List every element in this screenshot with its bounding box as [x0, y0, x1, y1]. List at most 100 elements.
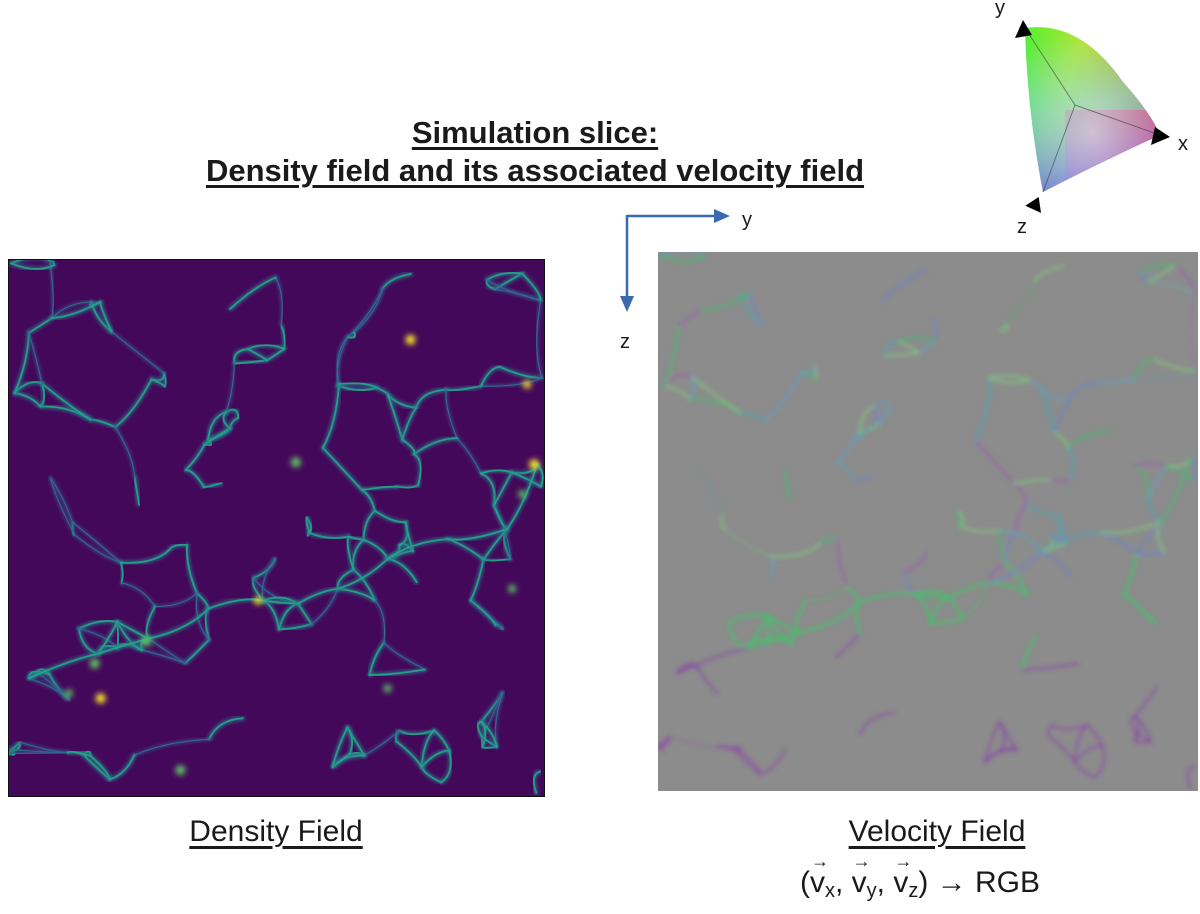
velocity-streak — [1047, 734, 1076, 764]
velocity-streak — [1189, 456, 1198, 482]
filament — [114, 426, 136, 478]
velocity-streak — [676, 646, 750, 675]
filament — [208, 717, 244, 741]
velocity-streak — [731, 747, 761, 776]
velocity-streak — [697, 667, 720, 695]
velocity-streak — [913, 590, 951, 599]
title-line-1: Simulation slice: — [411, 115, 659, 150]
filament — [154, 592, 198, 608]
y-axis-arrow-icon — [714, 209, 730, 223]
velocity-streak — [959, 524, 1002, 533]
filament — [185, 544, 198, 595]
filament — [71, 521, 122, 564]
velocity-streak — [1014, 531, 1042, 554]
velocity-streak — [1012, 478, 1051, 485]
velocity-streak — [1122, 551, 1139, 596]
velocity-streak — [956, 509, 963, 527]
filament — [261, 558, 276, 602]
velocity-streak — [1014, 502, 1029, 535]
filament — [114, 378, 153, 428]
velocity-streak — [962, 581, 991, 619]
velocity-streak — [1152, 358, 1198, 372]
velocity-streak — [983, 720, 1001, 764]
velocity-streak — [857, 403, 879, 435]
filament — [331, 726, 349, 768]
filament — [415, 388, 447, 409]
coordinate-axes: y z — [610, 200, 760, 353]
velocity-streak — [800, 370, 817, 381]
velocity-streak — [1133, 358, 1156, 381]
halo-node — [290, 457, 301, 468]
filament — [99, 300, 113, 333]
velocity-streak — [1097, 377, 1136, 385]
velocity-streak — [1053, 399, 1071, 434]
filament — [297, 587, 339, 605]
velocity-streak — [1174, 264, 1196, 294]
filament — [111, 331, 165, 374]
figure-title: Simulation slice: Density field and its … — [150, 114, 920, 190]
velocity-streak — [973, 439, 1016, 485]
velocity-streak — [804, 586, 849, 602]
filament — [480, 469, 513, 475]
velocity-streak — [1038, 531, 1102, 554]
velocity-streak — [883, 340, 901, 358]
filament — [322, 383, 340, 449]
velocity-streak — [884, 351, 920, 358]
direction-color-legend: y x z — [985, 0, 1200, 240]
velocity-streak — [931, 316, 938, 343]
velocity-streak — [1186, 765, 1196, 790]
velocity-streak — [903, 551, 928, 573]
velocity-streak — [739, 411, 767, 422]
velocity-streak — [989, 374, 1031, 382]
filament — [374, 600, 386, 644]
halo-node — [529, 459, 540, 470]
velocity-streak — [747, 631, 801, 649]
velocity-streak — [836, 537, 850, 589]
halo-node — [89, 658, 100, 669]
velocity-streak — [739, 749, 761, 776]
filament — [10, 262, 56, 270]
velocity-streak — [688, 374, 695, 401]
velocity-streak — [1139, 271, 1196, 294]
velocity-streak — [1159, 456, 1193, 524]
filament — [469, 599, 497, 626]
filament — [19, 741, 69, 754]
filament — [78, 620, 119, 630]
velocity-streak — [1020, 635, 1038, 671]
velocity-streak — [973, 375, 993, 443]
filament — [363, 729, 400, 756]
filament — [49, 477, 73, 523]
filament — [440, 749, 452, 784]
velocity-streak — [1147, 264, 1178, 283]
velocity-streak — [948, 581, 992, 599]
velocity-streak — [716, 745, 742, 753]
velocity-streak — [727, 613, 769, 625]
velocity-streak — [1133, 715, 1141, 743]
filament — [420, 729, 436, 768]
velocity-streak — [988, 561, 1007, 584]
filament — [521, 272, 542, 302]
velocity-streak — [818, 537, 839, 546]
velocity-streak — [1039, 386, 1057, 434]
velocity-streak — [676, 664, 700, 675]
arrow-head-y — [1015, 20, 1032, 38]
filament — [386, 538, 449, 560]
filament — [147, 607, 210, 640]
filament — [506, 463, 538, 530]
arrow-head-z — [1025, 196, 1041, 213]
velocity-streak — [1092, 744, 1106, 779]
velocity-streak — [765, 614, 770, 643]
filament — [28, 677, 69, 700]
velocity-streak — [873, 403, 883, 423]
velocity-streak — [1038, 551, 1071, 578]
filament — [401, 438, 416, 456]
filament — [493, 471, 513, 507]
velocity-streak — [764, 370, 804, 422]
velocity-streak — [988, 551, 1042, 584]
filament — [274, 276, 283, 327]
velocity-streak — [854, 420, 883, 439]
velocity-streak — [835, 436, 857, 465]
title-line-2: Density field and its associated velocit… — [205, 153, 865, 188]
filament — [480, 720, 487, 748]
velocity-streak — [998, 720, 1006, 751]
